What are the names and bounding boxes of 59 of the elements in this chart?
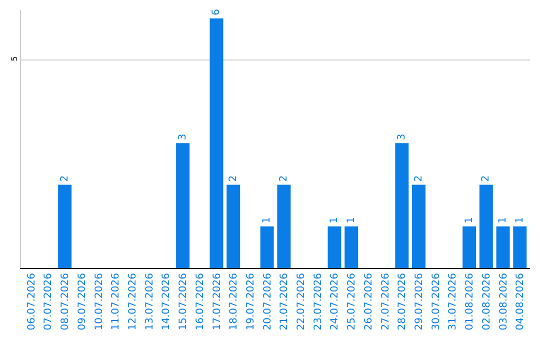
- x-tick-label: 15.07.2026: [178, 273, 190, 330]
- data-label: 1: [346, 217, 357, 224]
- x-tick-label: 22.07.2026: [296, 273, 308, 330]
- x-tick-label: 02.08.2026: [481, 273, 492, 330]
- bar: [479, 184, 493, 268]
- data-label: 1: [514, 217, 526, 224]
- x-tick-label: 10.07.2026: [94, 273, 105, 330]
- x-tick-label: 28.07.2026: [397, 273, 408, 330]
- data-label: 3: [396, 134, 408, 140]
- data-label: 1: [464, 217, 475, 224]
- data-label: 1: [328, 217, 340, 224]
- x-tick-label: 23.07.2026: [312, 273, 324, 330]
- x-tick-label: 16.07.2026: [194, 273, 206, 330]
- x-tick-label: 04.08.2026: [515, 273, 526, 330]
- x-tick-label: 19.07.2026: [245, 273, 256, 330]
- bar: [226, 184, 240, 268]
- bar: [176, 143, 190, 268]
- bar: [58, 184, 72, 268]
- bar: [344, 226, 358, 268]
- x-tick-label: 09.07.2026: [76, 273, 88, 330]
- x-tick-label: 17.07.2026: [212, 273, 223, 330]
- bar: [260, 226, 274, 268]
- data-label: 2: [228, 175, 239, 182]
- bar: [513, 226, 527, 268]
- data-label: 2: [278, 175, 290, 182]
- x-tick-label: 31.07.2026: [448, 273, 459, 330]
- data-label: 6: [211, 8, 222, 16]
- x-tick-label: 24.07.2026: [330, 273, 341, 330]
- x-tick-label: 18.07.2026: [228, 273, 240, 330]
- bar: [412, 184, 426, 268]
- x-tick-label: 12.07.2026: [127, 273, 138, 330]
- data-label: 2: [480, 175, 492, 182]
- x-tick-label: 27.07.2026: [380, 273, 392, 330]
- x-tick-label: 14.07.2026: [161, 273, 172, 330]
- bar: [462, 226, 476, 268]
- x-tick-label: 01.08.2026: [464, 273, 476, 330]
- data-label: 1: [498, 217, 509, 224]
- data-label: 3: [177, 134, 188, 140]
- x-tick-label: 11.07.2026: [110, 273, 122, 330]
- x-tick-label: 26.07.2026: [363, 273, 374, 330]
- x-tick-label: 03.08.2026: [498, 273, 510, 330]
- x-tick-label: 30.07.2026: [430, 273, 442, 330]
- y-tick-label: 5: [10, 56, 19, 62]
- x-tick-label: 21.07.2026: [279, 273, 290, 330]
- x-tick-label: 25.07.2026: [346, 273, 358, 330]
- x-tick-label: 13.07.2026: [144, 273, 156, 330]
- bar: [395, 143, 409, 268]
- x-tick-label: 06.07.2026: [26, 273, 38, 330]
- bar: [210, 18, 224, 268]
- x-tick-label: 07.07.2026: [43, 273, 54, 330]
- bar: [328, 226, 342, 268]
- data-label: 1: [262, 217, 273, 224]
- x-tick-label: 08.07.2026: [60, 273, 72, 330]
- data-label: 2: [59, 175, 70, 182]
- x-tick-label: 20.07.2026: [262, 273, 274, 330]
- x-tick-label: 29.07.2026: [414, 273, 426, 330]
- data-label: 2: [413, 175, 424, 182]
- bar: [496, 226, 510, 268]
- bar: [277, 184, 291, 268]
